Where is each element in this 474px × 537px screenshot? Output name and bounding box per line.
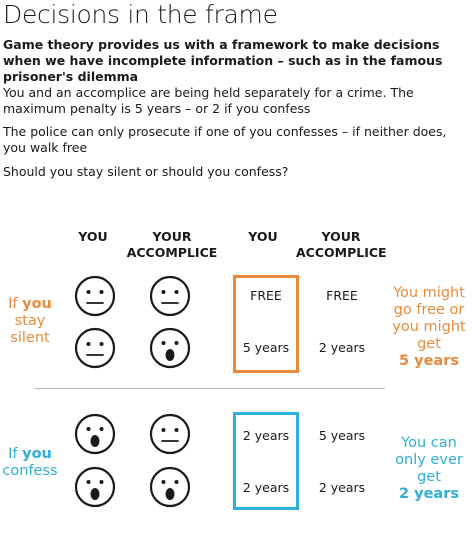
paragraph-1: You and an accomplice are being held sep…: [3, 85, 414, 116]
header-you-left: YOU: [78, 229, 108, 244]
outcome-confess-2-you: 2 years: [242, 480, 290, 495]
page-title: Decisions in the frame: [3, 0, 278, 29]
label-confess-emph: you: [22, 446, 52, 462]
outcome-silent-1-you: FREE: [250, 288, 282, 303]
outcome-confess-1-accomplice: 5 years: [318, 428, 366, 443]
header-you-right: YOU: [248, 229, 278, 244]
shocked-face-icon: [149, 327, 191, 369]
label-silent-prefix: If: [8, 296, 23, 312]
intro-text: Game theory provides us with a framework…: [3, 37, 443, 84]
summary-confess-emph: 2 years: [399, 486, 459, 502]
summary-confess: You can only ever get 2 years: [384, 435, 474, 503]
paragraph-2: The police can only prosecute if one of …: [3, 124, 447, 155]
label-silent-suffix: stay silent: [10, 313, 50, 346]
confess-outcome-highlight: [233, 412, 299, 510]
neutral-face-icon: [149, 275, 191, 317]
summary-silent-text: You might go free or you might get: [392, 285, 466, 352]
neutral-face-icon: [74, 275, 116, 317]
summary-confess-text: You can only ever get: [395, 435, 463, 485]
silent-outcome-highlight: [233, 275, 299, 373]
outcome-silent-2-accomplice: 2 years: [318, 340, 366, 355]
shocked-face-icon: [74, 413, 116, 455]
summary-silent-emph: 5 years: [399, 353, 459, 369]
label-confess-prefix: If: [8, 446, 23, 462]
label-confess: If you confess: [0, 446, 60, 480]
paragraph-3: Should you stay silent or should you con…: [3, 164, 289, 179]
header-accomplice-left: YOUR ACCOMPLICE: [126, 229, 218, 260]
label-silent-emph: you: [22, 296, 52, 312]
outcome-confess-2-accomplice: 2 years: [318, 480, 366, 495]
label-stay-silent: If you stay silent: [0, 296, 60, 347]
header-accomplice-right: YOUR ACCOMPLICE: [296, 229, 387, 260]
outcome-confess-1-you: 2 years: [242, 428, 290, 443]
row-divider: [35, 388, 385, 389]
shocked-face-icon: [149, 466, 191, 508]
neutral-face-icon: [149, 413, 191, 455]
label-confess-suffix: confess: [2, 463, 58, 479]
summary-silent: You might go free or you might get 5 yea…: [384, 285, 474, 370]
outcome-silent-2-you: 5 years: [242, 340, 290, 355]
outcome-silent-1-accomplice: FREE: [326, 288, 358, 303]
neutral-face-icon: [74, 327, 116, 369]
shocked-face-icon: [74, 466, 116, 508]
